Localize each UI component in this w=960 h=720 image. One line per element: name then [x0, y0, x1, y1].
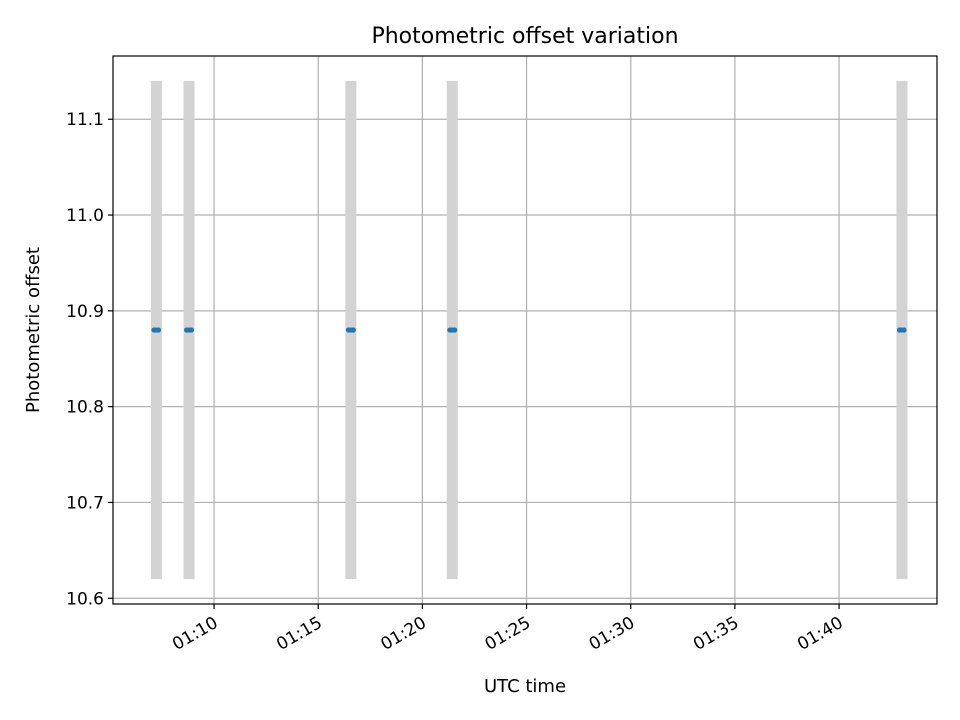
y-axis: 10.6 10.7 10.8 10.9 11.0 11.1	[66, 110, 113, 609]
data-point	[188, 327, 195, 333]
data-point	[350, 327, 356, 333]
x-tick-label: 01:30	[586, 613, 638, 655]
y-tick-label: 11.0	[66, 206, 104, 226]
y-tick-label: 10.8	[66, 398, 104, 418]
x-tick-label: 01:10	[169, 613, 221, 655]
data-point	[901, 327, 907, 333]
x-axis-label: UTC time	[484, 676, 566, 697]
data-point	[155, 327, 162, 333]
data-point	[452, 327, 458, 333]
y-tick-label: 10.7	[66, 493, 104, 513]
x-tick-label: 01:35	[690, 613, 742, 655]
x-tick-label: 01:25	[482, 613, 534, 655]
point-layer	[151, 327, 907, 333]
grid-layer	[113, 56, 937, 604]
plot-area-frame	[112, 55, 938, 605]
chart-title: Photometric offset variation	[371, 24, 678, 49]
y-tick-label: 10.9	[66, 302, 104, 322]
y-tick-label: 11.1	[66, 110, 104, 130]
y-axis-label: Photometric offset	[23, 247, 44, 413]
x-axis: 01:10 01:15 01:20 01:25 01:30 01:35 01:40	[169, 604, 847, 655]
x-tick-label: 01:40	[794, 613, 846, 655]
x-tick-label: 01:20	[377, 613, 429, 655]
y-tick-label: 10.6	[66, 589, 104, 609]
x-tick-label: 01:15	[273, 613, 325, 655]
span-layer	[150, 80, 908, 580]
